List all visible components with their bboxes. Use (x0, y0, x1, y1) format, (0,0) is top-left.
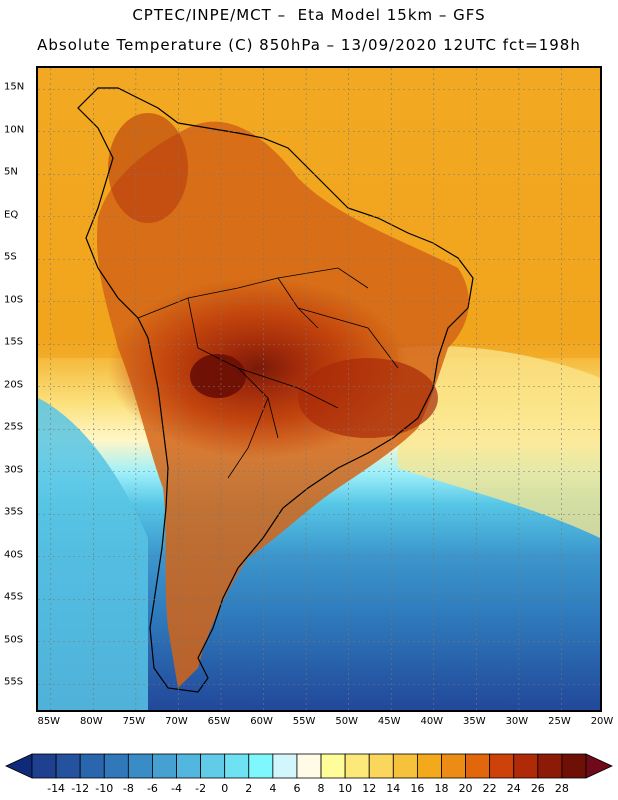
lat-tick-label: 15S (4, 336, 24, 348)
colorbar-tick-label: 4 (269, 782, 277, 795)
lat-tick-label: 50S (4, 634, 24, 646)
lon-tick-label: 75W (122, 716, 146, 727)
lat-tick-label: 55S (4, 676, 24, 688)
colorbar-tick-label: 2 (245, 782, 253, 795)
lat-tick-label: 25S (4, 421, 24, 433)
colorbar-tick-label: -2 (195, 782, 207, 795)
lat-lon-grid (38, 68, 600, 710)
lon-tick-label: 45W (377, 716, 401, 727)
lat-tick-label: 10N (4, 124, 25, 136)
heat-core-southeast (298, 358, 438, 438)
lon-tick-label: 70W (165, 716, 188, 727)
colorbar-low-arrow (5, 753, 33, 779)
colorbar-box (465, 753, 491, 779)
colorbar-box (248, 753, 274, 779)
colorbar-box (441, 753, 466, 779)
colorbar-tick-label: -10 (95, 782, 114, 795)
colorbar-tick-label: -12 (71, 782, 90, 795)
colorbar-box (416, 753, 442, 779)
colorbar-tick-label: -14 (47, 782, 66, 795)
lon-tick-label: 35W (463, 716, 486, 727)
colorbar-box (55, 753, 81, 779)
temperature-map (36, 66, 602, 712)
colorbar-box (489, 753, 515, 779)
temperature-map-canvas (38, 68, 600, 710)
colorbar-box (31, 753, 57, 779)
colorbar-tick-label: 28 (554, 782, 569, 795)
country-borders (137, 267, 399, 479)
lat-tick-label: 5N (4, 166, 18, 178)
colorbar-box (513, 753, 539, 779)
atlantic-warm-patch (398, 345, 600, 538)
colorbar-box (296, 753, 322, 779)
lon-tick-label: 30W (505, 716, 529, 727)
lon-tick-label: 55W (292, 716, 316, 727)
colorbar (5, 753, 613, 779)
colorbar-box (537, 753, 563, 779)
lat-tick-label: 10S (4, 294, 24, 306)
colorbar-box (392, 753, 418, 779)
colorbar-box (272, 753, 298, 779)
lon-tick-label: 20W (590, 716, 614, 727)
colorbar-box (127, 753, 153, 779)
colorbar-tick-label: -4 (171, 782, 182, 795)
lat-tick-label: 40S (4, 549, 24, 561)
colorbar-box (103, 753, 129, 779)
colorbar-tick-label: 14 (386, 782, 401, 795)
colorbar-tick-label: 26 (530, 782, 545, 795)
colorbar-box (368, 753, 394, 779)
heat-core-peak (190, 354, 246, 398)
colorbar-tick-label: 24 (506, 782, 521, 795)
lon-tick-label: 50W (335, 716, 358, 727)
lat-tick-label: 5S (4, 251, 17, 263)
colorbar-box (200, 753, 226, 779)
lat-tick-label: 20S (4, 379, 24, 391)
lon-tick-label: 80W (80, 716, 103, 727)
lat-tick-label: 15N (4, 81, 25, 93)
colorbar-tick-label: 18 (434, 782, 449, 795)
colorbar-tick-label: 20 (458, 782, 473, 795)
colorbar-box (79, 753, 105, 779)
colorbar-box (176, 753, 202, 779)
colorbar-tick-label: 22 (482, 782, 497, 795)
colorbar-box (224, 753, 250, 779)
colorbar-tick-label: 6 (293, 782, 301, 795)
colorbar-tick-label: -6 (146, 782, 158, 795)
lon-tick-label: 60W (250, 716, 273, 727)
lat-tick-label: 45S (4, 591, 24, 603)
lat-tick-label: 35S (4, 506, 24, 518)
colorbar-tick-label: 16 (410, 782, 425, 795)
lat-tick-label: 30S (4, 464, 24, 476)
colorbar-tick-label: -8 (122, 782, 134, 795)
colorbar-tick-label: 0 (221, 782, 229, 795)
colorbar-box (344, 753, 370, 779)
colorbar-box (152, 753, 177, 779)
lon-tick-label: 65W (207, 716, 231, 727)
lon-tick-label: 85W (37, 716, 61, 727)
title-line-1: CPTEC/INPE/MCT – Eta Model 15km – GFS (132, 6, 486, 24)
colorbar-tick-label: 12 (362, 782, 377, 795)
colorbar-box (320, 753, 346, 779)
title-line-2: Absolute Temperature (C) 850hPa – 13/09/… (37, 36, 581, 54)
pacific-cool-region (38, 398, 148, 710)
lon-tick-label: 40W (420, 716, 444, 727)
coastline (77, 87, 474, 693)
colorbar-tick-label: 10 (338, 782, 353, 795)
lat-tick-label: EQ (4, 209, 19, 221)
lon-tick-label: 25W (548, 716, 571, 727)
colorbar-high-arrow (585, 753, 613, 779)
colorbar-box (561, 753, 587, 779)
heat-core-northwest (108, 113, 188, 223)
colorbar-tick-label: 8 (317, 782, 325, 795)
